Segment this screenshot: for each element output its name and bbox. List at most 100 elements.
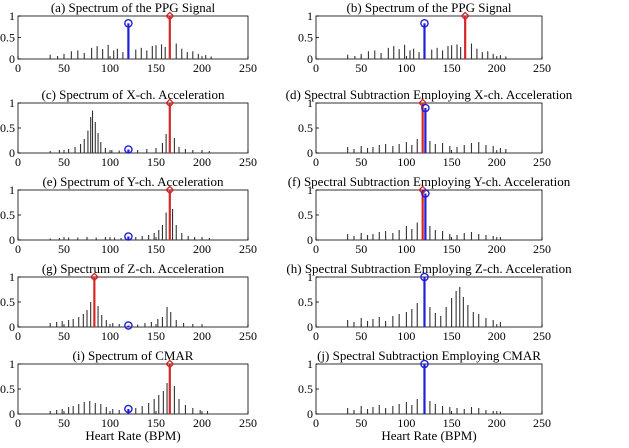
peak-marker-diamond (165, 11, 175, 21)
peak-marker-diamond (165, 98, 175, 108)
x-tick-label: 50 (355, 155, 367, 169)
y-tick-label: 0 (9, 146, 15, 160)
axes-box (315, 102, 543, 154)
subplot-title: (j) Spectral Subtraction Employing CMAR (317, 348, 541, 363)
peak-marker-circle (421, 189, 430, 198)
y-tick-label: 1 (9, 270, 15, 284)
axes-box (315, 15, 543, 60)
x-tick-label: 200 (193, 155, 211, 169)
x-tick-label: 250 (533, 155, 551, 169)
x-tick-label: 100 (397, 242, 415, 256)
x-tick-label: 250 (239, 155, 257, 169)
subplot-3: (d) Spectral Subtraction Employing X-ch.… (286, 87, 573, 169)
x-tick-label: 250 (533, 61, 551, 75)
x-tick-label: 0 (15, 329, 21, 343)
x-tick-label: 250 (533, 329, 551, 343)
x-tick-label: 250 (239, 61, 257, 75)
x-tick-label: 150 (443, 416, 461, 430)
x-tick-label: 0 (313, 242, 319, 256)
subplot-7: (h) Spectral Subtraction Employing Z-ch.… (286, 261, 572, 343)
x-tick-label: 100 (101, 61, 119, 75)
x-tick-label: 0 (15, 416, 21, 430)
subplot-title: (d) Spectral Subtraction Employing X-ch.… (286, 87, 573, 102)
peak-marker-circle (124, 321, 133, 330)
y-tick-label: 1 (307, 357, 313, 371)
x-tick-label: 150 (443, 329, 461, 343)
x-tick-label: 100 (397, 416, 415, 430)
x-tick-label: 50 (355, 329, 367, 343)
y-tick-label: 0 (307, 407, 313, 421)
x-axis-label: Heart Rate (BPM) (85, 428, 180, 443)
x-tick-label: 100 (101, 242, 119, 256)
x-tick-label: 0 (313, 329, 319, 343)
axes-box (17, 363, 249, 415)
x-tick-label: 100 (101, 416, 119, 430)
y-tick-label: 0 (307, 52, 313, 66)
axes-box (315, 276, 543, 328)
subplot-0: (a) Spectrum of the PPG Signal 0 50 100 150 2… (0, 0, 257, 75)
x-tick-label: 0 (15, 155, 21, 169)
subplot-title: (c) Spectrum of X-ch. Acceleration (41, 87, 225, 102)
x-tick-label: 200 (193, 416, 211, 430)
subplot-title: (f) Spectral Subtraction Employing Y-ch.… (288, 174, 571, 189)
peak-marker-diamond (460, 11, 470, 21)
y-tick-label: 1 (9, 96, 15, 110)
subplot-1: (b) Spectrum of the PPG Signal 0 50 100 150 2… (298, 0, 551, 75)
y-tick-label: 0.5 (298, 382, 313, 396)
axes-box (17, 15, 249, 60)
y-tick-label: 0 (307, 320, 313, 334)
y-tick-label: 0 (9, 233, 15, 247)
subplot-8: (i) Spectrum of CMAR 0 50 100 150 200 250 0 0.5 1 (0, 348, 257, 430)
subplot-4: (e) Spectrum of Y-ch. Acceleration 0 50 100… (0, 174, 257, 256)
x-tick-label: 50 (58, 242, 70, 256)
x-tick-label: 200 (488, 329, 506, 343)
x-tick-label: 50 (355, 61, 367, 75)
x-tick-label: 200 (488, 242, 506, 256)
x-tick-label: 100 (397, 329, 415, 343)
subplot-title: (e) Spectrum of Y-ch. Acceleration (42, 174, 224, 189)
y-tick-label: 0.5 (298, 295, 313, 309)
x-tick-label: 250 (239, 416, 257, 430)
x-tick-label: 150 (443, 61, 461, 75)
x-tick-label: 0 (15, 242, 21, 256)
x-tick-label: 150 (443, 242, 461, 256)
subplot-title: (g) Spectrum of Z-ch. Acceleration (42, 261, 225, 276)
y-tick-label: 1 (9, 9, 15, 23)
x-tick-label: 200 (488, 416, 506, 430)
peak-marker-diamond (165, 359, 175, 369)
y-tick-label: 0 (9, 320, 15, 334)
y-tick-label: 1 (307, 96, 313, 110)
x-tick-label: 0 (313, 61, 319, 75)
peak-marker-circle (124, 232, 133, 241)
peak-marker-diamond (89, 272, 99, 282)
x-tick-label: 200 (488, 61, 506, 75)
x-tick-label: 250 (533, 416, 551, 430)
peak-marker-circle (421, 103, 430, 113)
x-tick-label: 100 (101, 155, 119, 169)
peak-marker-circle (124, 404, 133, 414)
axes-box (17, 189, 249, 241)
x-tick-label: 50 (355, 242, 367, 256)
x-tick-label: 200 (193, 61, 211, 75)
x-tick-label: 250 (239, 242, 257, 256)
x-tick-label: 200 (193, 329, 211, 343)
x-tick-label: 50 (58, 416, 70, 430)
x-tick-label: 150 (147, 155, 165, 169)
y-tick-label: 0.5 (0, 31, 15, 45)
axes-box (17, 276, 249, 328)
peak-marker-circle (124, 19, 133, 28)
y-tick-label: 1 (307, 9, 313, 23)
x-tick-label: 0 (313, 155, 319, 169)
y-tick-label: 1 (307, 183, 313, 197)
x-tick-label: 100 (101, 329, 119, 343)
axes-box (315, 363, 543, 415)
y-tick-label: 0 (9, 407, 15, 421)
x-tick-label: 150 (147, 329, 165, 343)
subplot-title: (h) Spectral Subtraction Employing Z-ch.… (286, 261, 572, 276)
subplot-title: (i) Spectrum of CMAR (73, 348, 194, 363)
axes-box (17, 102, 249, 154)
x-tick-label: 0 (15, 61, 21, 75)
y-tick-label: 0 (307, 233, 313, 247)
